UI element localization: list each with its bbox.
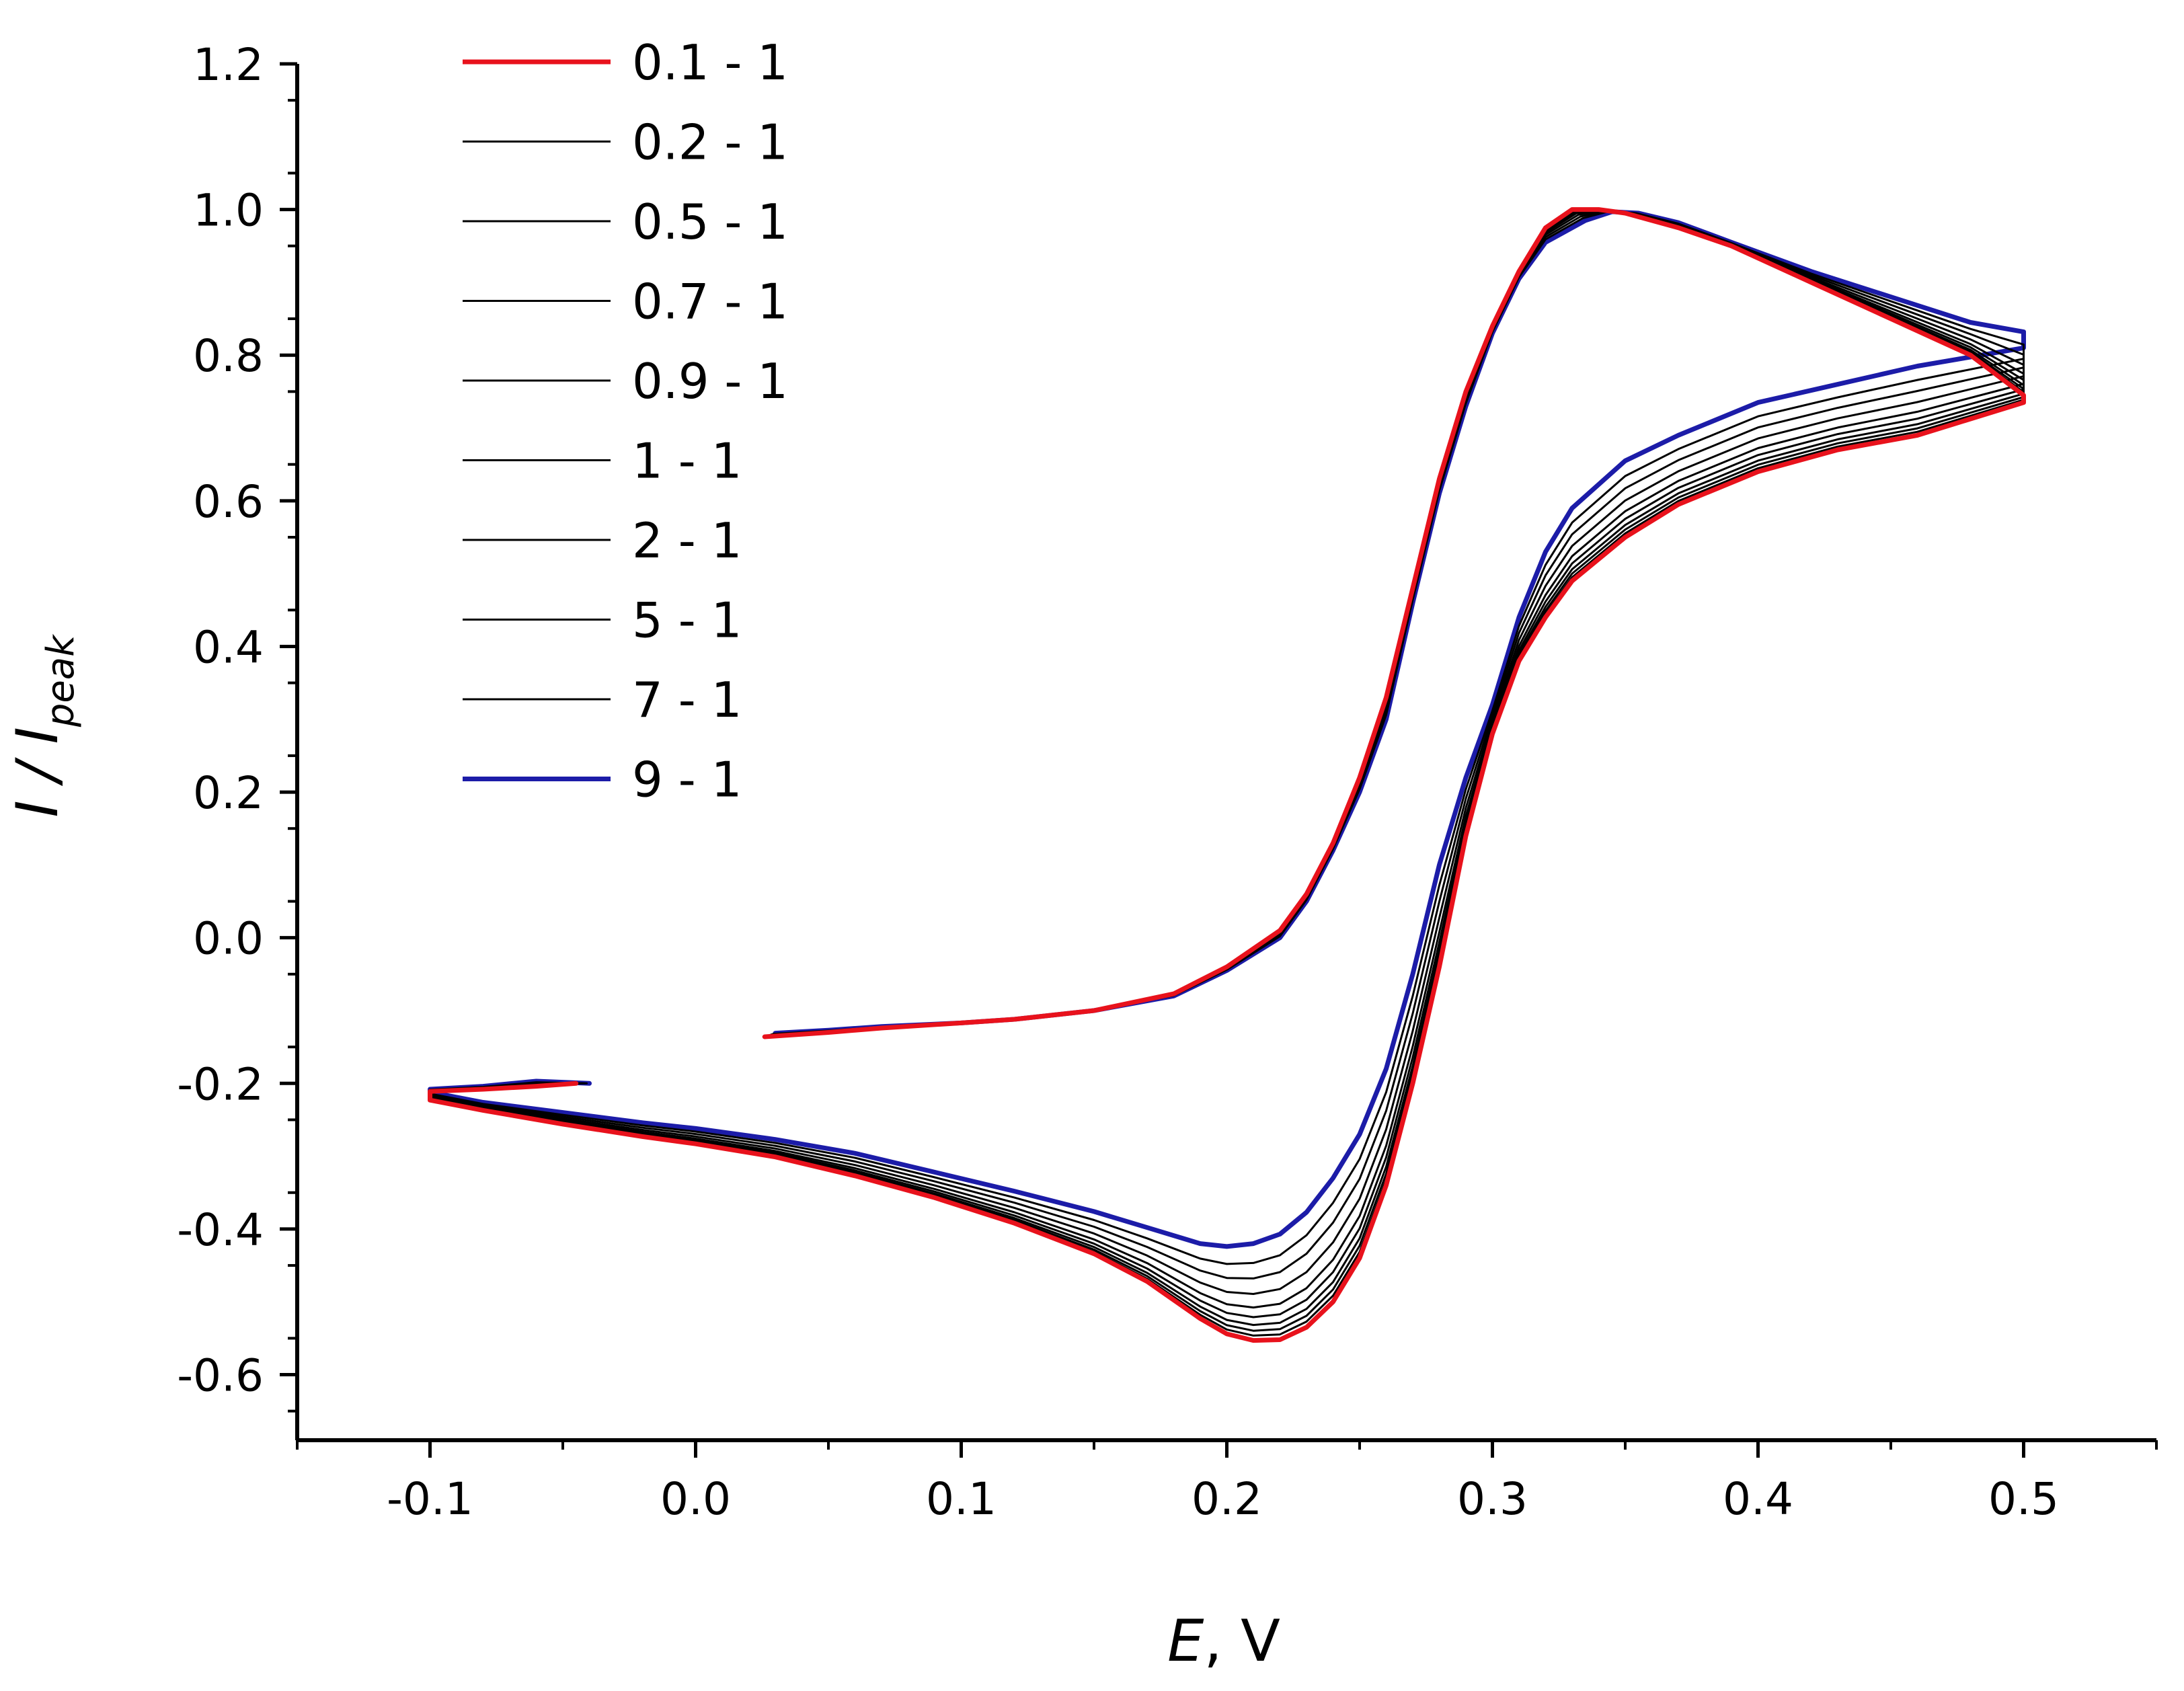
legend-label: 7 - 1 xyxy=(632,672,742,728)
y-tick-label: -0.4 xyxy=(177,1204,264,1256)
legend-label: 0.1 - 1 xyxy=(632,34,788,91)
x-tick-label: 0.3 xyxy=(1457,1473,1528,1525)
tick-marks: -0.1 0.0 0.1 0.2 0.3 0.4 0.5 1.2 1.0 0.8 0.6 0.4 0.2… xyxy=(177,39,2158,1525)
y-tick-label: 1.2 xyxy=(193,39,264,91)
axes xyxy=(295,64,2156,1442)
x-tick-label: 0.2 xyxy=(1192,1473,1262,1525)
legend-label: 1 - 1 xyxy=(632,433,742,489)
legend-label: 0.5 - 1 xyxy=(632,194,788,250)
x-tick-label: -0.1 xyxy=(387,1473,473,1525)
x-tick-label: 0.4 xyxy=(1723,1473,1793,1525)
x-tick-label: 0.1 xyxy=(926,1473,997,1525)
y-axis-variable: I / I xyxy=(4,727,71,817)
y-axis-subscript: peak xyxy=(39,633,83,727)
x-tick-label: 0.0 xyxy=(660,1473,731,1525)
y-tick-label: -0.6 xyxy=(177,1350,264,1402)
y-tick-label: 0.8 xyxy=(193,330,264,382)
legend-label: 0.9 - 1 xyxy=(632,353,788,409)
legend-label: 2 - 1 xyxy=(632,512,742,569)
x-axis-unit: , V xyxy=(1204,1608,1280,1675)
x-axis-title: E, V xyxy=(1167,1608,1280,1675)
series-line xyxy=(428,207,2026,1343)
y-tick-label: 0.4 xyxy=(193,621,264,673)
y-tick-label: 0.0 xyxy=(193,913,264,965)
series-curves xyxy=(428,207,2026,1343)
y-tick-label: -0.2 xyxy=(177,1058,264,1110)
legend-label: 9 - 1 xyxy=(632,752,742,808)
y-tick-label: 1.0 xyxy=(193,185,264,237)
legend-label: 0.7 - 1 xyxy=(632,274,788,330)
legend-label: 0.2 - 1 xyxy=(632,114,788,171)
series-line xyxy=(429,210,2025,1265)
legend-label: 5 - 1 xyxy=(632,592,742,649)
y-tick-label: 0.2 xyxy=(193,767,264,819)
y-tick-label: 0.6 xyxy=(193,476,264,528)
x-axis-variable: E xyxy=(1167,1608,1204,1675)
y-axis-title: I / Ipeak xyxy=(4,633,83,818)
x-tick-label: 0.5 xyxy=(1988,1473,2059,1525)
legend: 0.1 - 1 0.2 - 1 0.5 - 1 0.7 - 1 0.9 - 1 1 - 1… xyxy=(463,34,788,808)
